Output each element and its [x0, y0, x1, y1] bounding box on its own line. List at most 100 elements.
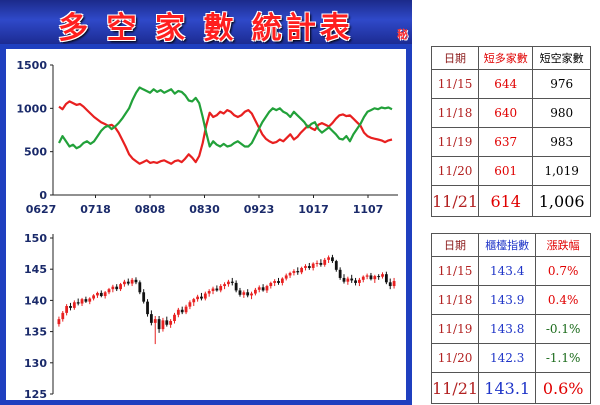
breadth-table: 日期 短多家數 短空家數 11/15 644 976 11/18 640 980… — [430, 46, 591, 217]
line-chart-y-tick-label: 500 — [24, 146, 47, 159]
index-table-header: 日期 櫃檯指數 漲跌幅 — [430, 233, 591, 257]
candle-body — [354, 280, 357, 283]
candle-body — [61, 312, 65, 320]
line-chart-x-tick-label: 0627 — [26, 203, 57, 216]
candle-body — [227, 281, 230, 285]
banner-title: 多 空 家 數 統計表 — [58, 11, 354, 44]
candle-body — [296, 271, 300, 273]
row-date: 11/18 — [430, 285, 480, 315]
candle-chart-y-tick-label: 145 — [24, 263, 47, 276]
table-row: 11/15 644 976 — [430, 69, 591, 99]
candle-body — [273, 281, 277, 283]
candle-body — [169, 320, 173, 325]
candle-body — [338, 269, 342, 278]
candle-body — [323, 259, 327, 265]
candle-body — [76, 302, 80, 304]
candle-body — [361, 276, 365, 280]
candle-body — [188, 302, 192, 307]
candle-body — [373, 276, 377, 280]
candle-body — [92, 295, 95, 299]
row-change-pct: 0.7% — [535, 256, 591, 286]
candle-body — [327, 257, 330, 260]
candle-body — [253, 289, 257, 294]
line-chart-x-tick-label: 1017 — [298, 203, 329, 216]
row-date: 11/19 — [430, 314, 480, 344]
table-row: 11/20 601 1,019 — [430, 156, 591, 186]
series-line-red — [58, 100, 393, 165]
candle-chart-y-tick-label: 130 — [24, 357, 47, 370]
candle-chart-y-tick-label: 150 — [24, 232, 47, 245]
candle-body — [365, 275, 369, 277]
candle-body — [180, 309, 184, 313]
chart-svg: 0 500 1000 1500 0627 0718 0808 0830 0923 1017 1107… — [16, 59, 398, 401]
candle-body — [377, 276, 381, 278]
candle-body — [84, 299, 88, 302]
table-row: 11/18 640 980 — [430, 98, 591, 128]
candle-body — [57, 319, 61, 325]
chart-frame: 0 500 1000 1500 0627 0718 0808 0830 0923 1017 1107… — [0, 44, 412, 405]
row-date: 11/18 — [430, 98, 480, 128]
row-short-count: 976 — [532, 69, 591, 99]
candle-body — [288, 272, 292, 276]
candle-body — [115, 286, 119, 290]
candle-body — [246, 292, 250, 296]
row-short-count: 1,019 — [532, 156, 591, 186]
candle-body — [153, 319, 157, 323]
candle-body — [215, 288, 219, 291]
candle-body — [200, 296, 203, 299]
candle-body — [219, 286, 223, 291]
candle-body — [184, 306, 188, 313]
candle-body — [388, 282, 392, 287]
candle-body — [331, 257, 334, 262]
candle-body — [138, 282, 142, 293]
candle-body — [211, 288, 215, 292]
candle-body — [277, 281, 280, 283]
row-date: 11/19 — [430, 127, 480, 157]
candle-body — [223, 284, 226, 287]
candle-body — [111, 286, 115, 290]
candle-body — [242, 292, 246, 295]
candle-chart-y-tick-label: 125 — [24, 388, 47, 400]
candle-body — [280, 278, 284, 283]
row-short-count: 1,006 — [532, 185, 591, 217]
candle-body — [369, 275, 373, 280]
row-long-count: 640 — [478, 98, 534, 128]
candle-body — [261, 287, 265, 291]
candle-body — [292, 271, 296, 273]
row-change-pct: 0.6% — [535, 372, 591, 404]
candle-body — [381, 274, 384, 277]
row-change-pct: -0.1% — [535, 314, 591, 344]
candle-body — [384, 274, 388, 283]
candle-body — [315, 262, 319, 264]
candle-body — [230, 281, 234, 283]
candle-body — [173, 314, 176, 321]
candle-body — [257, 287, 261, 290]
candle-body — [203, 293, 207, 299]
candle-body — [265, 286, 269, 291]
candle-body — [157, 319, 161, 330]
candle-body — [107, 289, 111, 293]
candle-chart-y-tick-label: 135 — [24, 326, 47, 339]
table-row: 11/21 143.1 0.6% — [430, 372, 591, 404]
candle-body — [346, 278, 350, 282]
candle-body — [311, 263, 315, 268]
header-otc-index: 櫃檯指數 — [478, 233, 537, 257]
row-long-count: 614 — [478, 185, 534, 217]
breadth-table-header: 日期 短多家數 短空家數 — [430, 46, 591, 70]
row-date: 11/15 — [430, 69, 480, 99]
candle-body — [65, 306, 69, 313]
table-row: 11/21 614 1,006 — [430, 185, 591, 217]
table-row: 11/19 143.8 -0.1% — [430, 314, 591, 344]
candle-body — [392, 281, 396, 287]
candle-body — [134, 279, 138, 283]
row-change-pct: -1.1% — [535, 343, 591, 373]
candle-body — [250, 293, 253, 296]
line-chart-y-tick-label: 1000 — [16, 102, 47, 115]
row-date: 11/21 — [430, 185, 480, 217]
title-banner: 多 空 家 數 統計表 秘 — [0, 0, 412, 44]
candle-body — [146, 301, 149, 315]
candle-body — [342, 277, 346, 282]
table-row: 11/15 143.4 0.7% — [430, 256, 591, 286]
candle-body — [142, 292, 146, 302]
line-chart-y-tick-label: 0 — [39, 189, 47, 202]
